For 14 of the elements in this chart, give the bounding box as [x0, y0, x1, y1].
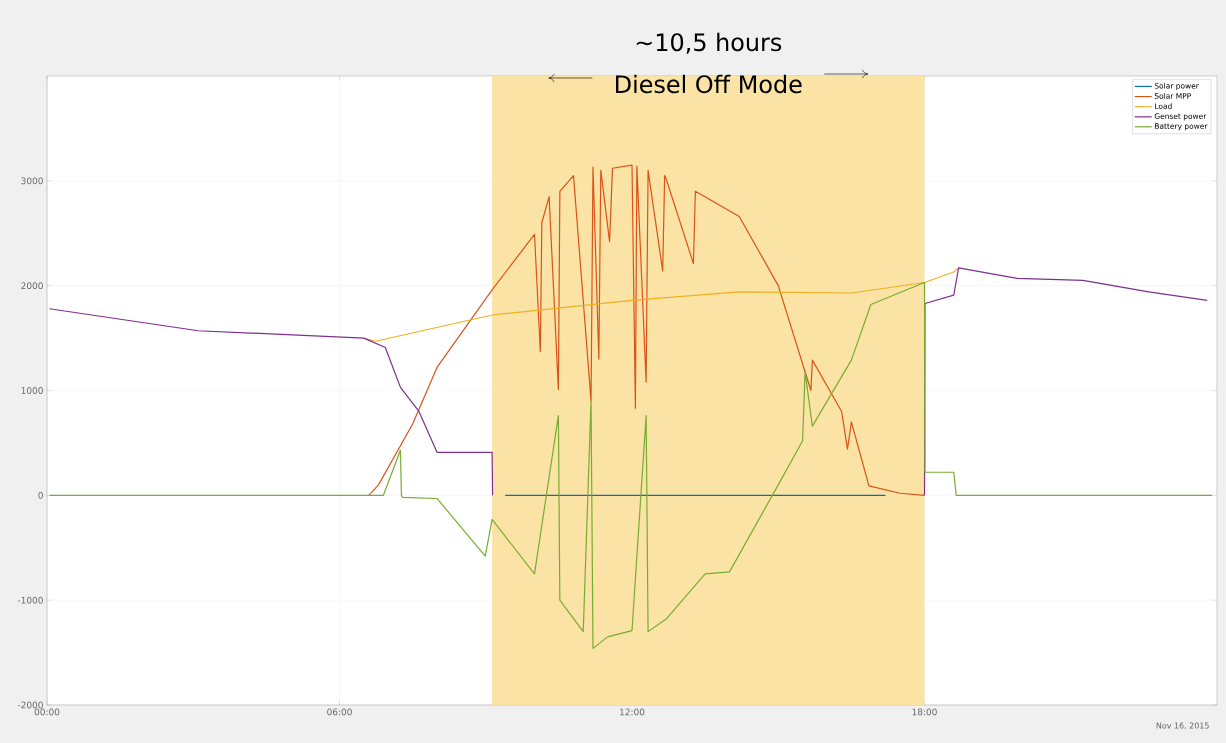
y-tick-label: -2000: [17, 701, 43, 709]
y-tick-label: -1000: [17, 596, 43, 604]
x-tick-label: 00:00: [34, 708, 60, 716]
x-tick-label: 06:00: [327, 708, 352, 716]
x-tick-label: 12:00: [620, 708, 645, 716]
y-tick-label: 0: [38, 491, 43, 499]
text: ~10,5 hours: [636, 32, 782, 54]
y-tick-label: 2000: [21, 282, 43, 290]
x-tick-label: 18:00: [912, 708, 937, 716]
line-series: [48, 281, 1213, 649]
line-series: [363, 267, 960, 342]
band-label: Diesel Off Mode: [616, 74, 802, 94]
y-tick-label: 3000: [21, 177, 43, 185]
y-tick-label: 1000: [21, 387, 43, 394]
